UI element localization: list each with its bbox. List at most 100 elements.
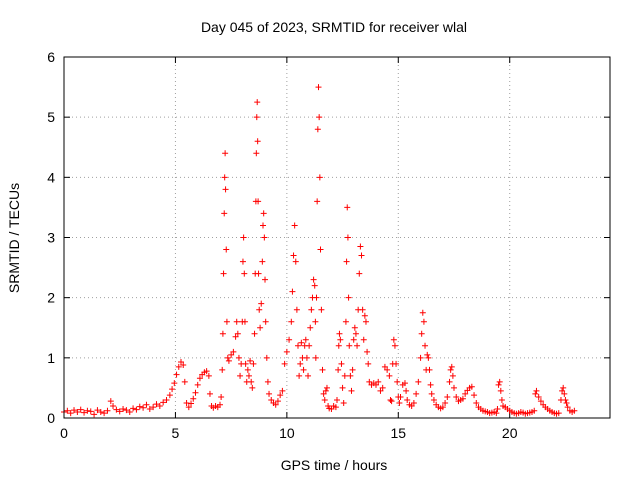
data-point bbox=[232, 333, 239, 340]
data-point bbox=[426, 366, 433, 373]
data-point bbox=[430, 396, 437, 403]
data-point bbox=[219, 330, 226, 337]
data-point bbox=[104, 407, 111, 414]
data-point bbox=[397, 393, 404, 400]
data-point bbox=[420, 318, 427, 325]
data-point bbox=[234, 330, 241, 337]
data-point bbox=[263, 354, 270, 361]
data-point bbox=[140, 404, 147, 411]
data-point bbox=[391, 342, 398, 349]
data-point bbox=[247, 357, 254, 364]
data-point bbox=[384, 366, 391, 373]
data-point bbox=[255, 198, 262, 205]
data-point bbox=[97, 408, 104, 415]
chart-title: Day 045 of 2023, SRMTID for receiver wla… bbox=[201, 19, 467, 35]
data-point bbox=[532, 390, 539, 397]
data-point bbox=[321, 396, 328, 403]
data-point bbox=[67, 410, 74, 417]
data-point bbox=[361, 312, 368, 319]
data-point bbox=[428, 390, 435, 397]
data-point bbox=[306, 342, 313, 349]
data-point bbox=[345, 294, 352, 301]
data-point bbox=[81, 409, 88, 416]
data-point bbox=[424, 351, 431, 358]
data-point bbox=[251, 330, 258, 337]
data-point bbox=[166, 392, 173, 399]
data-point bbox=[313, 294, 320, 301]
data-point bbox=[422, 342, 429, 349]
data-point bbox=[123, 407, 130, 414]
data-point bbox=[448, 363, 455, 370]
data-point bbox=[225, 357, 232, 364]
data-point bbox=[339, 384, 346, 391]
data-point bbox=[403, 387, 410, 394]
data-point bbox=[175, 363, 182, 370]
data-point bbox=[354, 342, 361, 349]
data-point bbox=[239, 258, 246, 265]
data-point bbox=[373, 381, 379, 388]
data-point bbox=[359, 306, 366, 313]
data-point bbox=[264, 378, 271, 385]
data-point bbox=[71, 407, 78, 414]
data-point bbox=[262, 276, 269, 283]
data-point bbox=[352, 330, 359, 337]
data-point bbox=[341, 372, 348, 379]
data-point bbox=[535, 393, 542, 400]
data-point bbox=[262, 318, 269, 325]
data-point bbox=[171, 380, 178, 387]
data-point bbox=[298, 339, 305, 346]
data-point bbox=[91, 411, 98, 418]
data-point bbox=[277, 392, 284, 399]
data-point bbox=[316, 114, 323, 121]
data-point bbox=[245, 372, 252, 379]
data-point bbox=[268, 396, 275, 403]
data-point bbox=[163, 396, 170, 403]
data-point bbox=[418, 330, 425, 337]
data-point bbox=[344, 204, 351, 211]
data-point bbox=[468, 383, 475, 390]
data-point bbox=[393, 360, 400, 367]
data-point bbox=[537, 398, 544, 405]
data-point bbox=[498, 396, 505, 403]
data-point bbox=[258, 300, 265, 307]
data-point bbox=[342, 318, 349, 325]
data-point bbox=[222, 186, 229, 193]
data-point bbox=[218, 393, 225, 400]
data-point bbox=[387, 396, 394, 403]
data-point bbox=[471, 392, 478, 399]
data-point bbox=[442, 399, 449, 406]
y-tick-label: 1 bbox=[47, 350, 55, 366]
data-point bbox=[347, 372, 354, 379]
data-point bbox=[153, 401, 160, 408]
data-point bbox=[362, 318, 369, 325]
data-point bbox=[334, 396, 340, 403]
data-point bbox=[497, 387, 504, 394]
data-point bbox=[293, 306, 300, 313]
data-point bbox=[224, 354, 231, 361]
data-point bbox=[223, 318, 230, 325]
data-point bbox=[205, 372, 212, 379]
data-point bbox=[415, 378, 422, 385]
data-point bbox=[206, 390, 213, 397]
data-point bbox=[417, 354, 424, 361]
data-point bbox=[94, 407, 101, 414]
data-point bbox=[348, 387, 355, 394]
data-point bbox=[312, 354, 319, 361]
data-point bbox=[311, 282, 318, 289]
data-point bbox=[259, 258, 266, 265]
data-point bbox=[181, 378, 188, 385]
grid-lines bbox=[64, 57, 610, 418]
data-point bbox=[323, 384, 330, 391]
data-point bbox=[255, 270, 262, 277]
data-point bbox=[253, 150, 260, 157]
data-point bbox=[190, 395, 197, 402]
data-point bbox=[335, 342, 342, 349]
data-points bbox=[61, 84, 578, 418]
data-point bbox=[344, 234, 351, 241]
y-axis-label: SRMTID / TECUs bbox=[6, 183, 22, 293]
data-point bbox=[297, 360, 304, 367]
data-point bbox=[377, 387, 384, 394]
data-point bbox=[110, 402, 117, 409]
data-point bbox=[555, 410, 562, 417]
